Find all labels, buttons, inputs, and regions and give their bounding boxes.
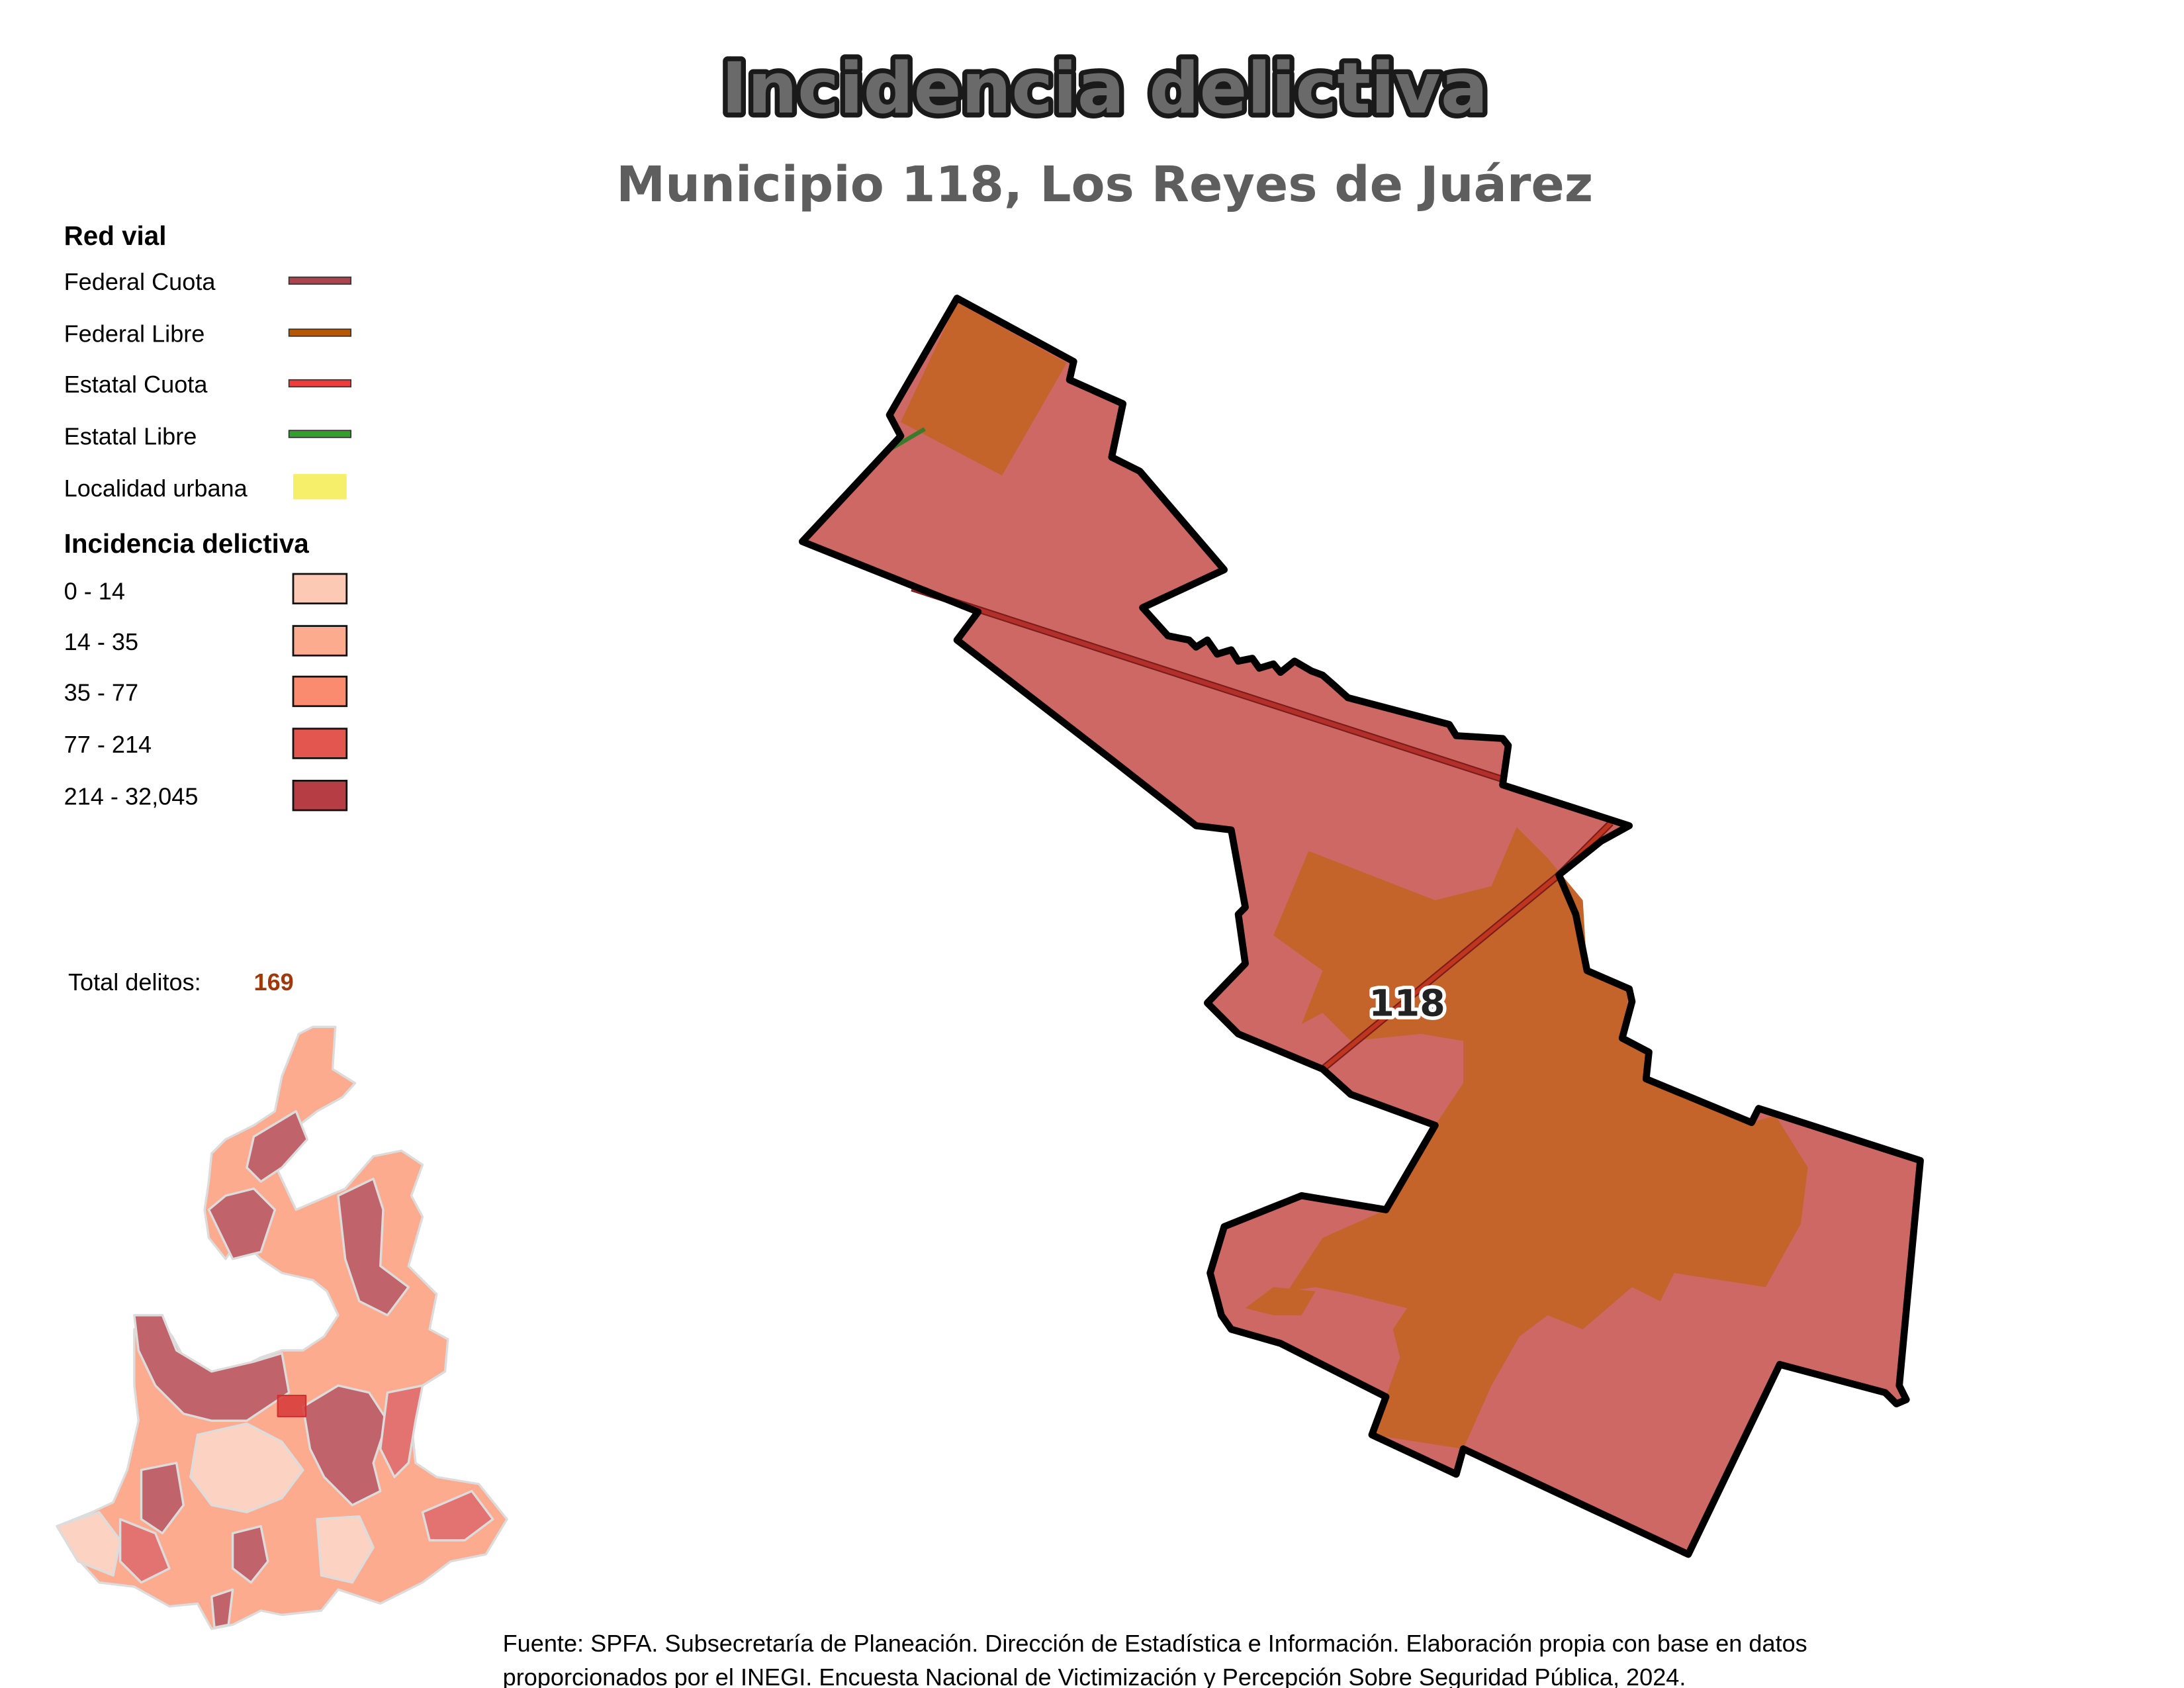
legend-class-4: 77 - 214	[64, 727, 348, 759]
inset-state-map	[56, 1025, 508, 1630]
urban-overlay	[901, 302, 1067, 476]
inset-region	[421, 1489, 494, 1542]
municipality-map: 118	[798, 295, 1924, 1558]
inset-region	[316, 1515, 375, 1584]
legend-line-swatch	[288, 430, 351, 438]
legend-label: 77 - 214	[64, 731, 152, 758]
legend-swatch	[292, 625, 348, 657]
total-value: 169	[254, 968, 294, 996]
inset-region	[231, 1524, 269, 1584]
legend: Red vial Federal Cuota Federal Libre Est…	[64, 220, 351, 812]
legend-road-heading: Red vial	[64, 220, 167, 251]
source-note-line-1: Fuente: SPFA. Subsecretaría de Planeació…	[503, 1630, 1807, 1657]
legend-swatch	[292, 779, 348, 812]
legend-road-federal-cuota: Federal Cuota	[64, 268, 351, 295]
legend-urban: Localidad urbana	[64, 474, 347, 502]
legend-road-estatal-libre: Estatal Libre	[64, 423, 351, 450]
legend-swatch	[292, 727, 348, 759]
inset-region	[337, 1178, 410, 1317]
legend-label: 0 - 14	[64, 577, 125, 604]
legend-swatch	[292, 675, 348, 708]
legend-label: Federal Libre	[64, 320, 205, 347]
inset-region	[210, 1588, 234, 1629]
inset-region	[302, 1384, 389, 1507]
legend-label: Localidad urbana	[64, 475, 248, 502]
inset-region	[56, 1511, 122, 1577]
legend-line-swatch	[288, 276, 351, 285]
inset-region	[379, 1384, 424, 1478]
inset-region	[118, 1518, 171, 1584]
legend-class-2: 14 - 35	[64, 625, 348, 657]
legend-class-3: 35 - 77	[64, 675, 348, 708]
legend-label: 35 - 77	[64, 679, 138, 706]
source-note-line-2: proporcionados por el INEGI. Encuesta Na…	[503, 1664, 1686, 1688]
legend-line-swatch	[288, 379, 351, 388]
urban-overlay	[1273, 827, 1808, 1449]
municipality-boundary	[798, 295, 1924, 1558]
inset-region	[246, 1110, 308, 1183]
legend-swatch	[292, 573, 348, 605]
legend-road-estatal-cuota: Estatal Cuota	[64, 371, 351, 398]
legend-line-swatch	[288, 328, 351, 337]
legend-label: Federal Cuota	[64, 268, 216, 295]
inset-region	[207, 1187, 277, 1260]
legend-urban-swatch	[293, 474, 347, 500]
legend-incidence-heading: Incidencia delictiva	[64, 528, 310, 559]
total-label: Total delitos:	[68, 968, 201, 996]
map-subtitle: Municipio 118, Los Reyes de Juárez	[616, 156, 1593, 213]
legend-class-5: 214 - 32,045	[64, 779, 348, 812]
map-title: Incidencia delictiva	[721, 48, 1488, 130]
inset-region	[140, 1462, 185, 1534]
road-federal-cuota	[911, 586, 1504, 782]
legend-road-federal-libre: Federal Libre	[64, 320, 351, 347]
inset-selected-municipality	[277, 1394, 307, 1417]
inset-region	[189, 1422, 304, 1514]
legend-class-1: 0 - 14	[64, 573, 348, 605]
legend-label: Estatal Libre	[64, 423, 197, 450]
municipality-label: 118	[1369, 982, 1445, 1025]
legend-label: 214 - 32,045	[64, 783, 199, 810]
urban-overlay	[1245, 1287, 1316, 1315]
legend-label: Estatal Cuota	[64, 371, 208, 398]
legend-label: 14 - 35	[64, 628, 138, 655]
